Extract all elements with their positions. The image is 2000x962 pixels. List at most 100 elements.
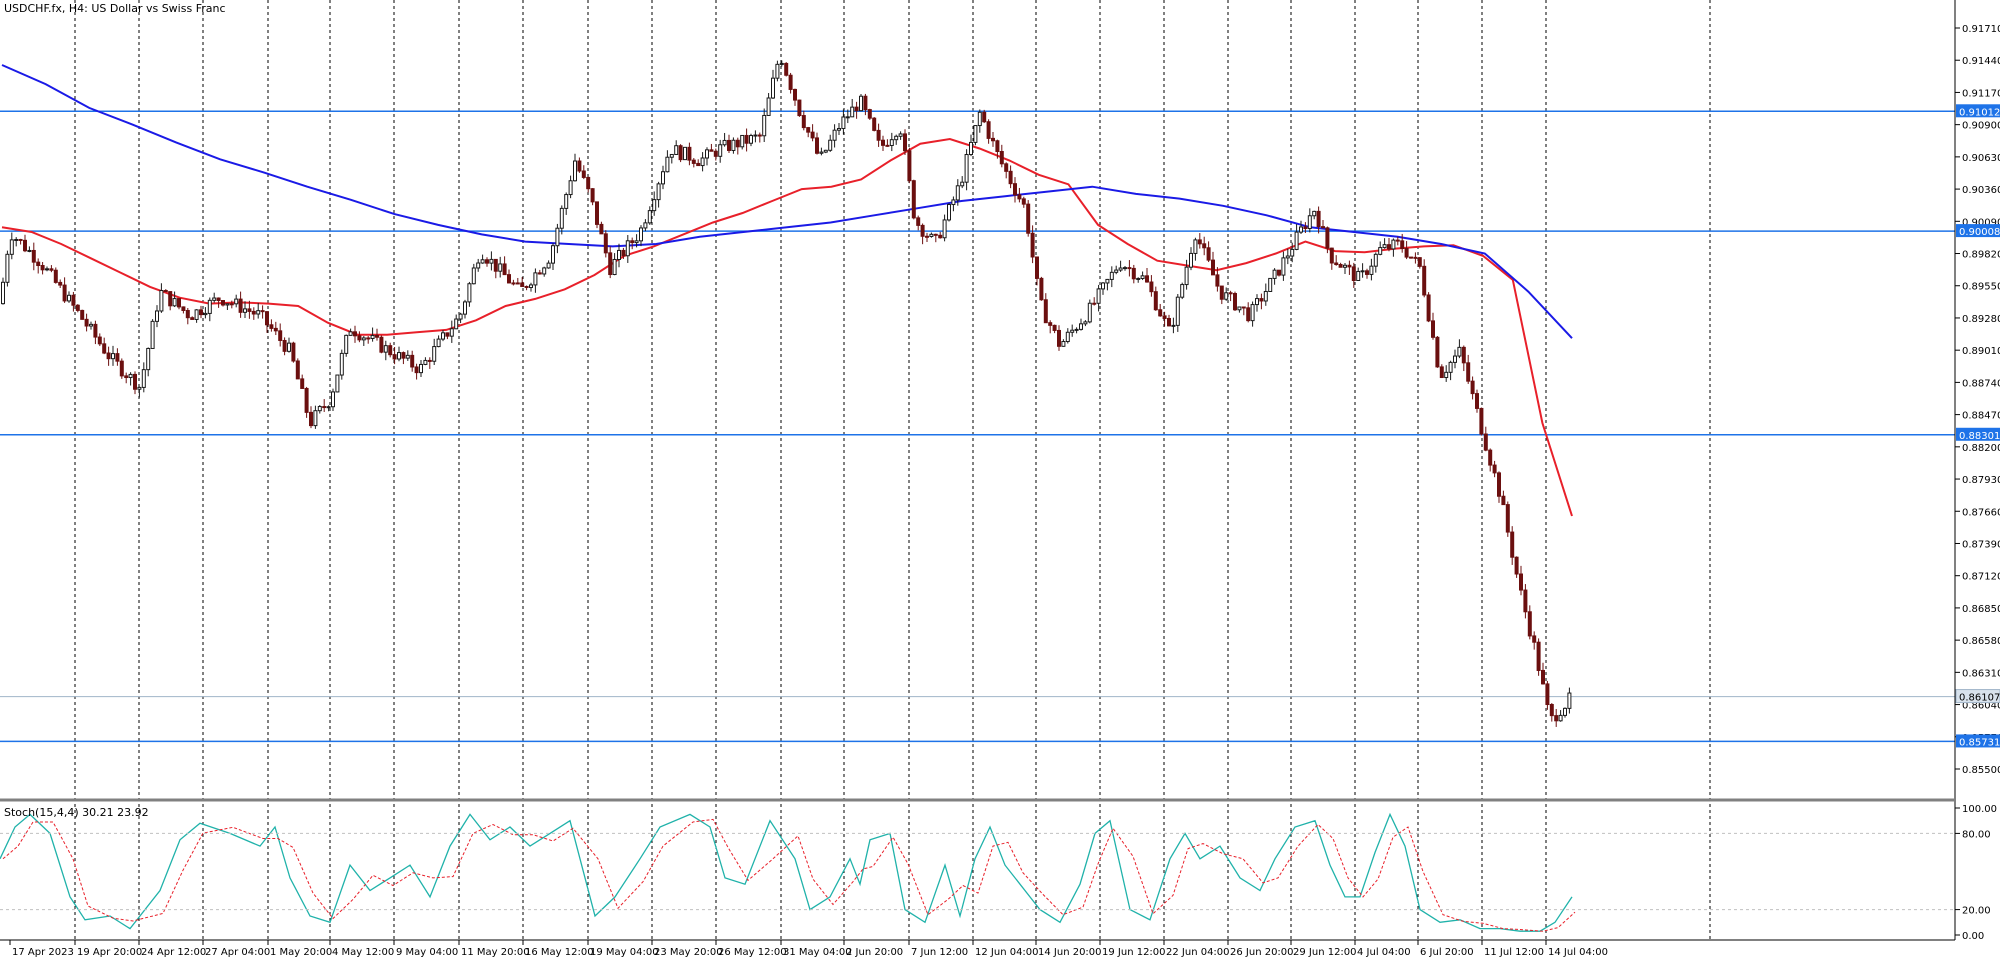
candle-body — [1259, 298, 1264, 302]
candle-body — [80, 309, 85, 320]
candle-body — [687, 146, 692, 161]
candle-body — [383, 345, 388, 353]
candle-body — [771, 77, 775, 99]
candle-body — [401, 352, 406, 359]
candle-body — [1026, 203, 1031, 234]
price-tick-label: 0.91170 — [1962, 88, 2000, 99]
candle-body — [471, 267, 476, 285]
candle-body — [621, 249, 626, 257]
candle-body — [1505, 504, 1510, 533]
candle-body — [397, 352, 401, 360]
candle-body — [335, 374, 340, 393]
candle-body — [1250, 304, 1255, 322]
candle-body — [115, 353, 120, 362]
candle-body — [784, 62, 789, 76]
candle-body — [172, 298, 177, 307]
grid-lines — [74, 0, 1711, 940]
time-tick-label: 11 Jul 12:00 — [1484, 947, 1544, 958]
price-tick-label: 0.88200 — [1962, 443, 2000, 454]
time-tick-label: 6 Jul 20:00 — [1420, 947, 1474, 958]
price-tick-label: 0.90360 — [1962, 185, 2000, 196]
price-tick-label: 0.87660 — [1962, 507, 2000, 518]
candle-body — [515, 282, 520, 285]
candle-body — [427, 359, 432, 362]
candle-body — [1237, 306, 1242, 311]
candle-body — [1536, 641, 1541, 671]
candle-body — [1312, 210, 1317, 217]
candle-body — [62, 284, 67, 302]
candle-body — [938, 234, 943, 239]
candle-body — [555, 227, 560, 247]
candle-body — [564, 194, 569, 209]
candle-body — [1404, 248, 1409, 258]
candle-body — [894, 135, 899, 141]
candle-body — [590, 188, 595, 203]
candle-body — [1307, 215, 1312, 230]
candle-body — [625, 240, 630, 257]
candle-body — [1140, 275, 1145, 279]
candle-body — [951, 199, 956, 206]
candle-body — [1277, 269, 1281, 276]
candle-body — [159, 290, 164, 312]
candle-body — [251, 310, 256, 315]
horizontal-levels[interactable] — [0, 110, 1955, 743]
price-tick-label: 0.90900 — [1962, 121, 2000, 132]
candle-body — [1488, 449, 1493, 466]
candle-body — [84, 318, 89, 327]
candle-body — [1021, 198, 1026, 205]
candle-body — [823, 149, 828, 153]
level-price-tag-text: 0.91012 — [1959, 107, 2000, 118]
level-price-tag — [1956, 427, 2000, 441]
candle-body — [1316, 210, 1321, 228]
candle-body — [1545, 683, 1550, 706]
candle-body — [1114, 269, 1119, 273]
candle-body — [190, 317, 195, 320]
candle-body — [53, 269, 58, 283]
candle-body — [898, 133, 903, 137]
candle-body — [713, 150, 718, 157]
candle-body — [647, 210, 652, 224]
candle-body — [577, 160, 582, 172]
price-tags: 0.91012 0.90008 0.88301 0.85731 0.86107 — [1955, 104, 2000, 748]
candle-body — [269, 324, 274, 329]
candle-body — [1109, 271, 1114, 280]
candle-body — [150, 320, 155, 349]
candle-body — [1334, 262, 1339, 266]
candle-body — [1167, 317, 1171, 327]
candle-body — [146, 347, 151, 371]
candle-body — [982, 111, 987, 123]
candle-body — [67, 294, 71, 302]
candle-body — [1365, 270, 1369, 275]
price-tick-label: 0.89010 — [1962, 346, 2000, 357]
candle-body — [1435, 336, 1440, 368]
candle-body — [309, 411, 313, 427]
candle-body — [40, 265, 45, 271]
candle-body — [691, 159, 696, 164]
candle-body — [665, 156, 670, 173]
ma-fast-line — [1, 137, 1573, 517]
candle-body — [23, 239, 27, 252]
candle-body — [1272, 269, 1277, 279]
level-price-tag-text: 0.88301 — [1959, 431, 2000, 442]
candle-body — [876, 129, 881, 141]
time-tick-label: 4 May 12:00 — [332, 947, 394, 958]
level-price-tag-text: 0.85731 — [1959, 737, 2000, 748]
candle-body — [1343, 264, 1347, 268]
candle-body — [467, 283, 472, 303]
candle-body — [1391, 239, 1396, 250]
candle-body — [282, 339, 287, 352]
candle-body — [1074, 328, 1079, 331]
candle-body — [295, 360, 300, 380]
candle-body — [304, 387, 309, 413]
candle-body — [432, 346, 437, 362]
candle-body — [357, 335, 362, 341]
candle-body — [1017, 194, 1022, 200]
candle-body — [485, 259, 489, 264]
candle-body — [458, 313, 463, 320]
candle-body — [1171, 324, 1176, 327]
time-tick-label: 31 May 04:00 — [783, 947, 852, 958]
candle-body — [1052, 324, 1057, 331]
candle-body — [568, 180, 573, 196]
